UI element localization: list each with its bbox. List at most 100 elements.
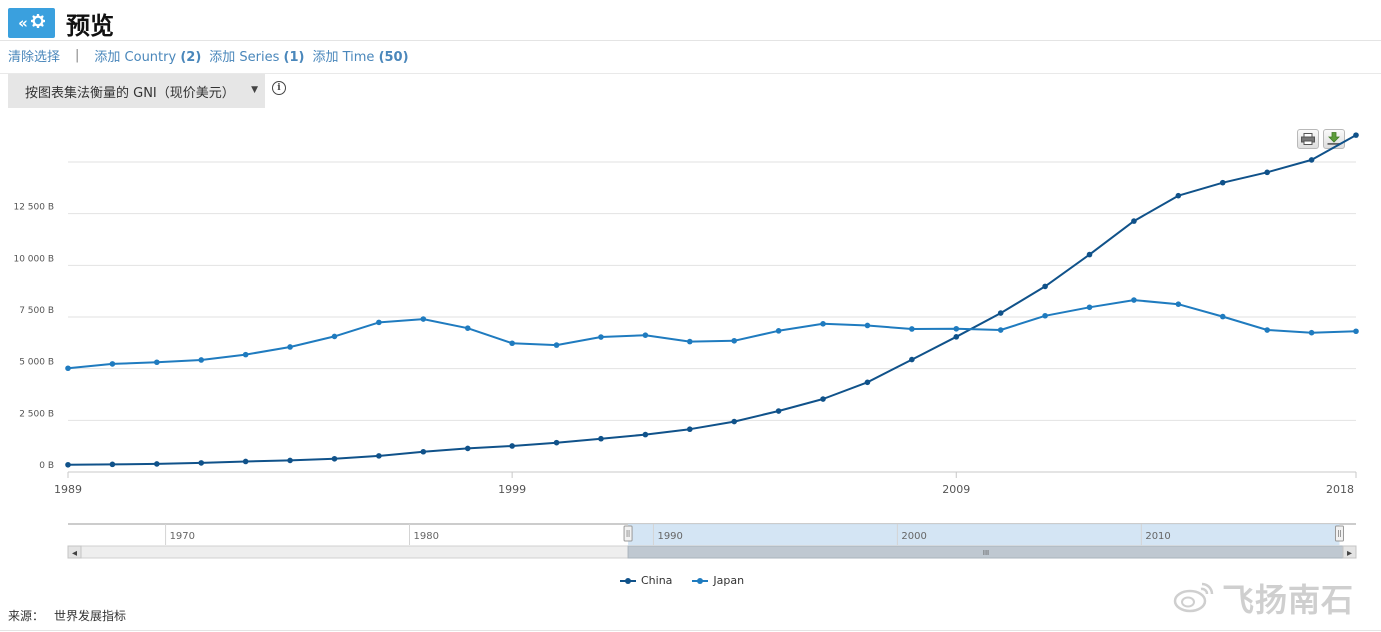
add-time-label: 添加 Time: [312, 50, 375, 65]
header: « 预览: [0, 0, 1381, 41]
scroll-left-button[interactable]: [67, 545, 82, 559]
data-point-japan[interactable]: [553, 342, 560, 348]
data-point-china[interactable]: [154, 461, 160, 467]
data-point-japan[interactable]: [1353, 328, 1359, 335]
navigator-tick-label: 1970: [170, 531, 195, 542]
data-point-china[interactable]: [1308, 157, 1315, 163]
source-label: 来源：: [8, 609, 45, 623]
navigator-tick-label: 1980: [414, 531, 439, 542]
data-point-china[interactable]: [1219, 179, 1226, 186]
data-point-japan[interactable]: [154, 359, 160, 366]
data-point-japan[interactable]: [109, 361, 116, 367]
data-point-china[interactable]: [287, 457, 293, 464]
data-point-japan[interactable]: [242, 351, 249, 358]
data-point-china[interactable]: [464, 445, 471, 452]
sidebar-toggle-button[interactable]: «: [8, 8, 55, 38]
legend-label-china: China: [641, 574, 673, 587]
clear-selection-link[interactable]: 清除选择: [8, 50, 61, 65]
data-point-china[interactable]: [1264, 169, 1270, 176]
legend-item-china[interactable]: China: [620, 574, 672, 587]
data-point-china[interactable]: [909, 356, 915, 363]
data-point-china[interactable]: [820, 396, 826, 402]
data-point-japan[interactable]: [65, 365, 71, 372]
data-point-china[interactable]: [242, 458, 249, 465]
arrow-right-icon: ▸: [1347, 548, 1352, 559]
add-country-link[interactable]: 添加 Country (2): [94, 46, 201, 65]
data-point-china[interactable]: [420, 448, 427, 455]
data-point-china[interactable]: [1131, 218, 1137, 224]
data-point-china[interactable]: [1353, 132, 1359, 138]
data-point-japan[interactable]: [1175, 301, 1182, 307]
data-point-japan[interactable]: [464, 325, 471, 331]
data-point-china[interactable]: [65, 461, 71, 468]
data-point-japan[interactable]: [686, 338, 693, 345]
data-point-japan[interactable]: [820, 321, 826, 327]
data-point-china[interactable]: [686, 426, 693, 433]
data-point-china[interactable]: [953, 334, 960, 340]
data-point-china[interactable]: [997, 310, 1004, 316]
x-tick-label: 1989: [54, 483, 82, 496]
data-point-japan[interactable]: [997, 327, 1004, 333]
y-tick-label: 2 500 B: [19, 409, 54, 419]
data-point-japan[interactable]: [1264, 327, 1270, 333]
data-point-china[interactable]: [1042, 283, 1048, 290]
data-point-china[interactable]: [864, 379, 871, 386]
data-point-china[interactable]: [1086, 251, 1093, 258]
data-point-china[interactable]: [553, 439, 560, 446]
navigator-selected-range[interactable]: [628, 524, 1340, 545]
add-country-label: 添加 Country: [94, 50, 177, 65]
chart-legend: China Japan: [620, 574, 744, 587]
series-select[interactable]: 按图表集法衡量的 GNI（现价美元） ▼: [8, 74, 265, 108]
data-point-japan[interactable]: [864, 322, 871, 329]
data-point-japan[interactable]: [731, 337, 738, 344]
add-series-label: 添加 Series: [209, 50, 280, 65]
data-point-japan[interactable]: [953, 325, 960, 332]
data-point-china[interactable]: [731, 418, 738, 425]
data-point-japan[interactable]: [775, 328, 782, 334]
add-time-link[interactable]: 添加 Time (50): [312, 46, 408, 65]
add-series-link[interactable]: 添加 Series (1): [209, 46, 304, 65]
navigator-tick-label: 1990: [657, 531, 682, 542]
legend-item-japan[interactable]: Japan: [692, 574, 744, 587]
data-point-china[interactable]: [598, 435, 604, 442]
data-point-japan[interactable]: [1219, 313, 1226, 320]
data-point-japan[interactable]: [287, 344, 293, 350]
data-point-japan[interactable]: [1086, 304, 1093, 311]
y-tick-label: 12 500 B: [13, 203, 54, 213]
data-point-china[interactable]: [331, 455, 338, 462]
navigator-left-handle[interactable]: [623, 525, 633, 542]
data-point-japan[interactable]: [420, 316, 427, 322]
selection-actions: 清除选择 | 添加 Country (2) 添加 Series (1) 添加 T…: [8, 46, 409, 65]
watermark: 飞扬南石: [1172, 576, 1354, 620]
data-point-china[interactable]: [642, 431, 649, 438]
data-point-japan[interactable]: [598, 334, 604, 340]
info-icon[interactable]: i: [272, 81, 286, 95]
data-point-china[interactable]: [109, 461, 116, 468]
data-point-japan[interactable]: [1308, 329, 1315, 336]
source-note: 来源： 世界发展指标: [8, 607, 126, 624]
data-point-japan[interactable]: [1131, 297, 1137, 303]
data-point-china[interactable]: [376, 453, 382, 459]
data-point-japan[interactable]: [376, 319, 382, 326]
print-button[interactable]: [1297, 129, 1319, 149]
data-point-china[interactable]: [198, 460, 205, 466]
x-tick-label: 2018: [1326, 483, 1354, 496]
data-point-japan[interactable]: [198, 357, 205, 363]
y-tick-label: 10 000 B: [13, 254, 54, 264]
data-point-japan[interactable]: [909, 326, 915, 332]
data-point-china[interactable]: [1175, 192, 1182, 199]
y-tick-label: 7 500 B: [19, 306, 54, 316]
data-point-japan[interactable]: [331, 333, 338, 340]
data-point-japan[interactable]: [642, 332, 649, 338]
legend-label-japan: Japan: [713, 574, 745, 587]
data-point-china[interactable]: [775, 408, 782, 414]
data-point-japan[interactable]: [1042, 312, 1048, 319]
navigator-tick-label: 2010: [1145, 531, 1170, 542]
navigator-right-handle[interactable]: [1334, 525, 1344, 542]
data-point-japan[interactable]: [509, 340, 515, 347]
actions-divider: [0, 73, 1381, 74]
caret-down-icon: ▼: [251, 85, 258, 95]
scroll-right-button[interactable]: [1342, 545, 1357, 559]
print-icon: [1301, 130, 1315, 149]
data-point-china[interactable]: [509, 443, 515, 449]
